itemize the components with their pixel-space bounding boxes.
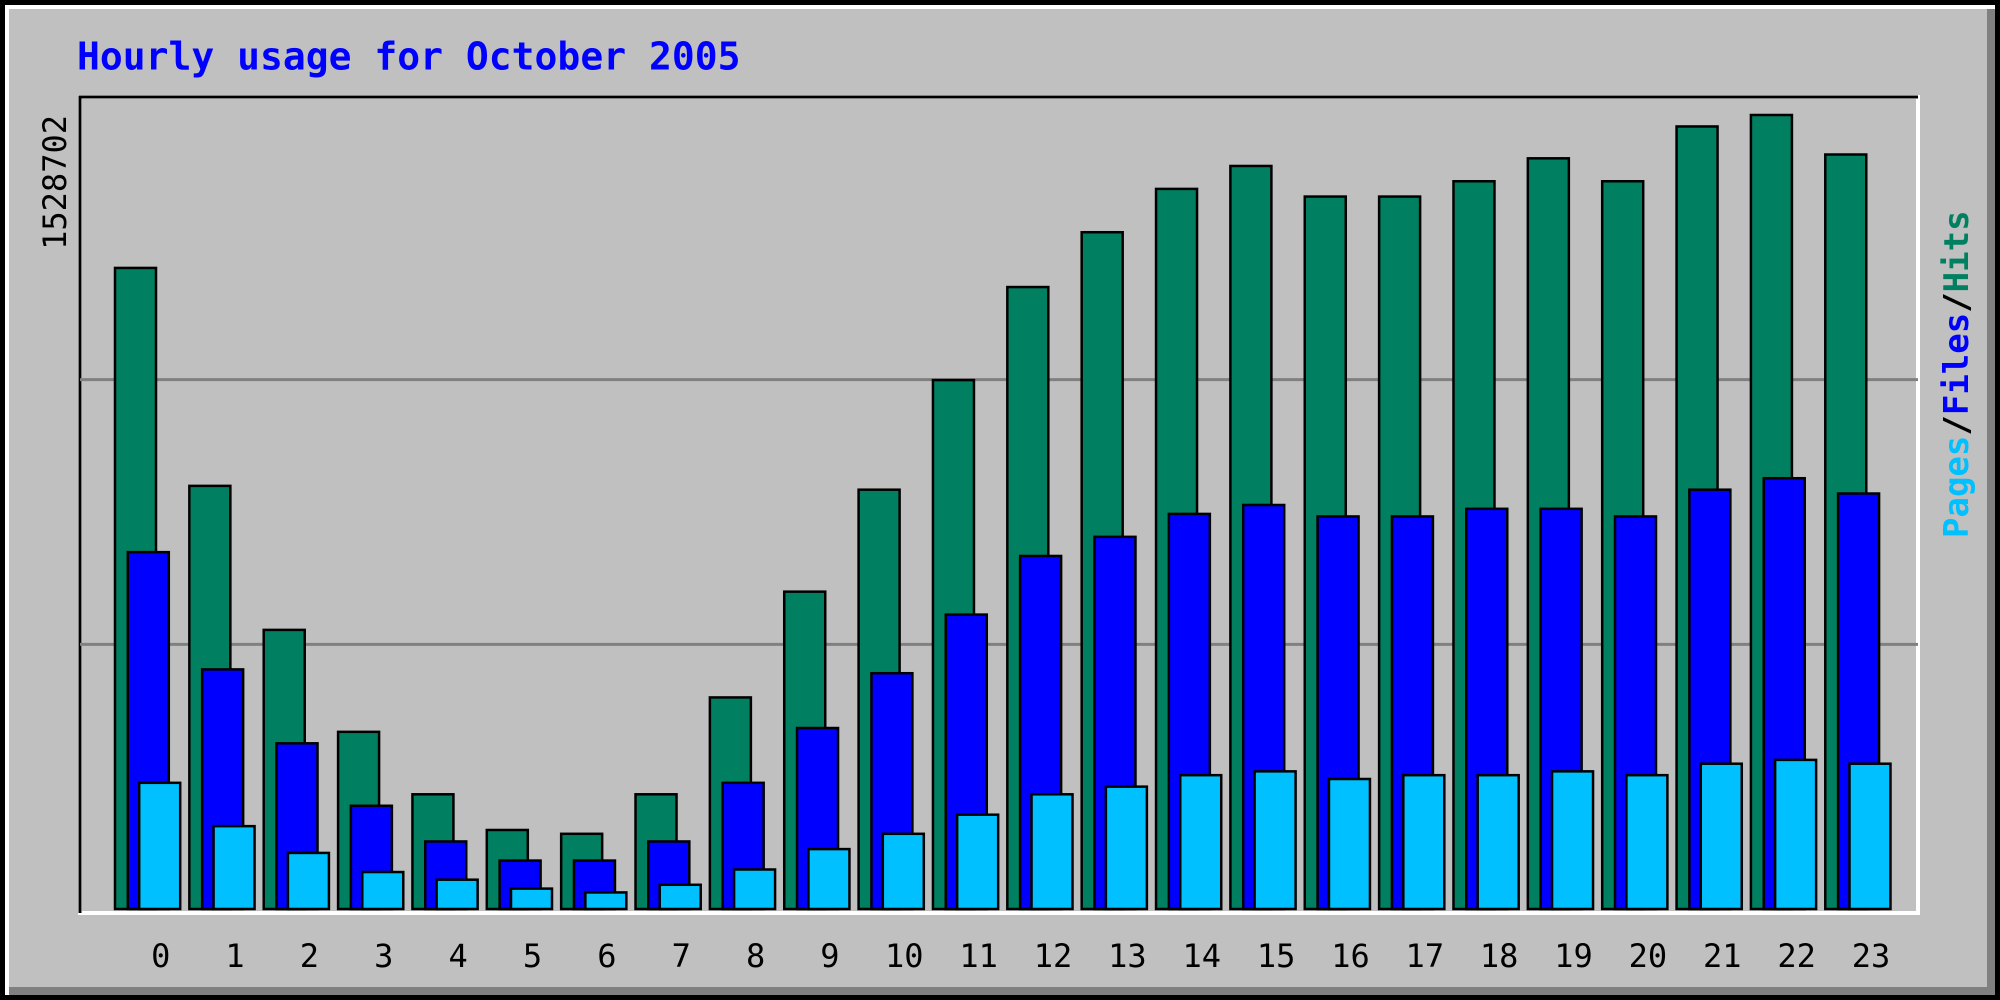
chart-title: Hourly usage for October 2005 [77, 35, 740, 79]
x-tick-label: 1 [225, 937, 244, 975]
legend-entry: Hits [1937, 210, 1977, 292]
x-tick-label: 7 [672, 937, 691, 975]
x-tick-label: 9 [820, 937, 839, 975]
x-tick-label: 20 [1629, 937, 1668, 975]
legend-separator: / [1937, 415, 1977, 435]
bar [361, 870, 405, 911]
bar [1402, 773, 1446, 911]
bar [435, 878, 479, 911]
x-tick-label: 6 [597, 937, 616, 975]
bar [1699, 762, 1744, 911]
bar [1476, 773, 1520, 911]
x-tick-label: 14 [1182, 937, 1221, 975]
legend-entry: Pages [1937, 436, 1977, 538]
bar [658, 883, 702, 911]
x-tick-label: 3 [374, 937, 393, 975]
legend-separator: / [1937, 292, 1977, 312]
bar [1030, 793, 1074, 911]
x-tick-label: 16 [1331, 937, 1370, 975]
x-tick-label: 13 [1108, 937, 1147, 975]
bar [1625, 773, 1669, 911]
x-tick-label: 5 [523, 937, 542, 975]
x-tick-label: 22 [1777, 937, 1816, 975]
bar [1327, 777, 1372, 911]
bar [1253, 770, 1297, 911]
x-tick-label: 8 [746, 937, 765, 975]
x-tick-label: 15 [1257, 937, 1296, 975]
bar [1550, 770, 1595, 911]
x-tick-label: 11 [959, 937, 998, 975]
plot-frame-dark [78, 95, 1918, 913]
x-tick-label: 19 [1554, 937, 1593, 975]
bar [584, 891, 628, 911]
x-tick-label: 4 [449, 937, 468, 975]
x-tick-label: 0 [151, 937, 170, 975]
bar [137, 781, 182, 911]
x-tick-label: 21 [1703, 937, 1742, 975]
bar [286, 851, 331, 911]
y-tick-label: 1528702 [36, 115, 74, 250]
legend: Pages/Files/Hits [1937, 210, 1977, 538]
x-tick-label: 17 [1406, 937, 1445, 975]
bar [212, 824, 256, 911]
bar [509, 887, 554, 911]
x-tick-label: 23 [1852, 937, 1891, 975]
legend-entry: Files [1937, 313, 1977, 415]
bar [807, 847, 851, 911]
x-tick-label: 2 [300, 937, 319, 975]
bar [1104, 785, 1149, 911]
x-tick-label: 12 [1034, 937, 1073, 975]
bar [955, 813, 1000, 911]
bar [1848, 762, 1892, 911]
bar [1178, 773, 1223, 911]
bar [732, 868, 777, 911]
x-tick-label: 18 [1480, 937, 1519, 975]
bar [1773, 758, 1818, 911]
bar [881, 832, 926, 911]
x-tick-label: 10 [885, 937, 924, 975]
